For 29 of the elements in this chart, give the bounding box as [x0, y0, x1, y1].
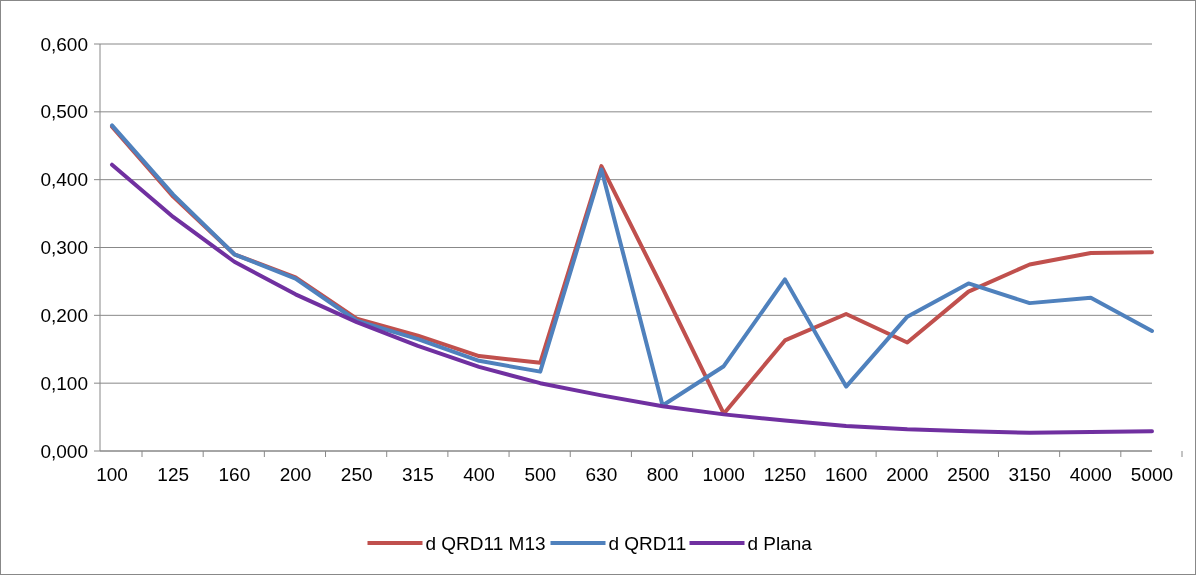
line-series: [110, 162, 1154, 435]
x-tick-label: 500: [524, 464, 557, 485]
x-tick-label: 5000: [1130, 464, 1174, 485]
x-tick-label: 2500: [947, 464, 990, 485]
x-tick-label: 315: [402, 464, 434, 485]
y-tick-label: 0,200: [40, 304, 88, 326]
x-tick-label: 125: [157, 464, 190, 485]
legend-label: d QRD11 M13: [425, 532, 546, 554]
y-tick-label: 0,000: [40, 440, 88, 462]
x-tick-label: 4000: [1069, 464, 1112, 485]
x-tick-label: 1000: [702, 464, 745, 485]
x-tick-label: 100: [96, 464, 128, 485]
x-tick-label: 400: [463, 464, 495, 485]
x-tick-label: 630: [585, 464, 618, 485]
x-tick-label: 2000: [886, 464, 929, 485]
y-tick-label: 0,100: [40, 372, 88, 394]
x-tick-label: 3150: [1008, 464, 1051, 485]
x-tick-label: 200: [279, 464, 312, 485]
legend-label: d Plana: [747, 532, 813, 554]
x-tick-label: 800: [646, 464, 679, 485]
y-tick-label: 0,600: [40, 33, 88, 55]
x-tick-label: 1600: [824, 464, 868, 485]
y-tick-label: 0,300: [40, 237, 88, 259]
y-tick-label: 0,400: [40, 169, 88, 191]
x-tick-label: 1250: [763, 464, 807, 485]
x-tick-label: 250: [340, 464, 373, 485]
y-tick-label: 0,500: [40, 101, 88, 123]
x-tick-label: 160: [218, 464, 251, 485]
legend-label: d QRD11: [608, 532, 687, 554]
